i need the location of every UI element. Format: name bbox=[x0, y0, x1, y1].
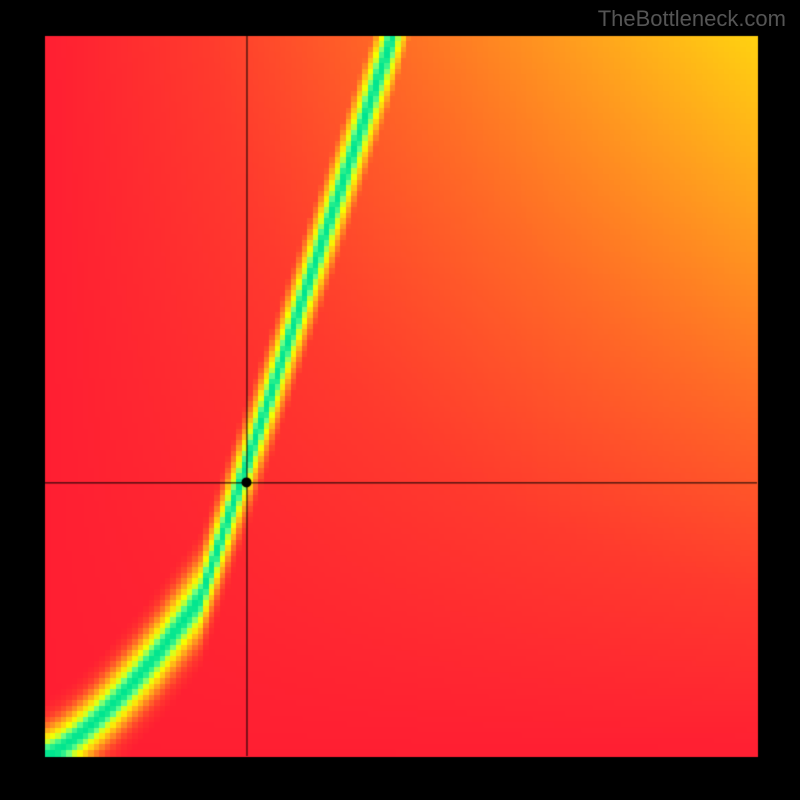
root: TheBottleneck.com bbox=[0, 0, 800, 800]
watermark-text: TheBottleneck.com bbox=[598, 6, 786, 32]
heatmap-canvas bbox=[0, 0, 800, 800]
